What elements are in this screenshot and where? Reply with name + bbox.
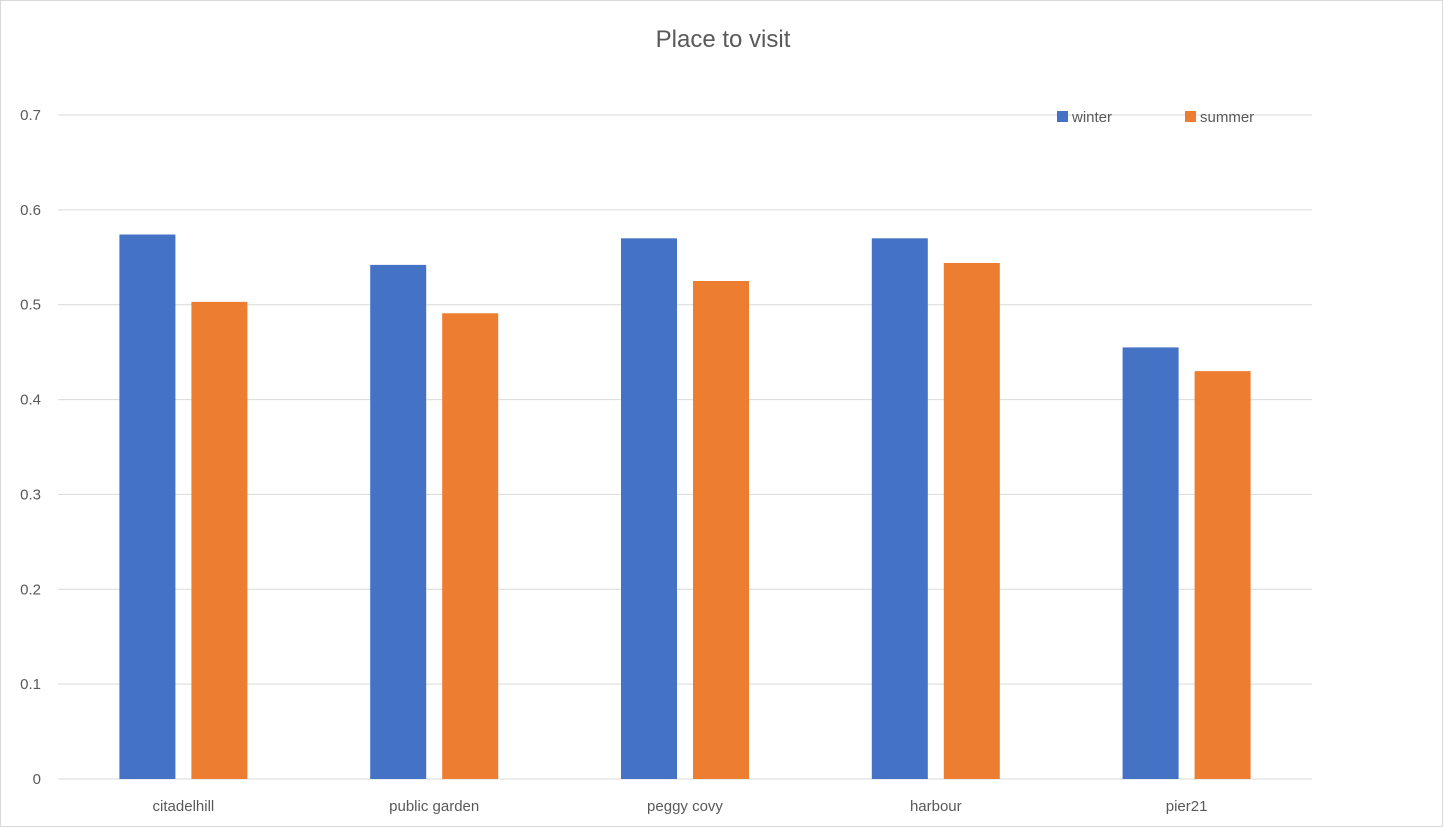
bar-summer-1 [442, 313, 499, 779]
bar-winter-4 [1122, 347, 1179, 779]
chart-title: Place to visit [656, 26, 791, 53]
x-axis-tick-labels: citadelhill public garden peggy covy harbou… [153, 798, 1208, 815]
x-tick-label: citadelhill [153, 798, 215, 815]
bar-summer-4 [1194, 371, 1251, 779]
y-axis-tick-labels: 0 0.1 0.2 0.3 0.4 0.5 0.6 0.7 [20, 107, 41, 788]
bar-winter-0 [119, 234, 176, 779]
gridlines [58, 114, 1312, 780]
bar-summer-3 [943, 262, 1000, 779]
y-tick-label: 0.3 [20, 486, 41, 503]
legend-label-winter: winter [1071, 109, 1112, 126]
y-tick-label: 0.6 [20, 202, 41, 219]
x-tick-label: peggy covy [647, 798, 723, 815]
y-tick-label: 0 [33, 771, 41, 788]
bar-winter-3 [871, 238, 928, 780]
bar-summer-2 [693, 281, 749, 779]
y-tick-label: 0.7 [20, 107, 41, 124]
legend-swatch-winter [1057, 111, 1068, 122]
bar-winter-1 [370, 264, 427, 780]
y-tick-label: 0.2 [20, 581, 41, 598]
y-tick-label: 0.5 [20, 297, 41, 314]
x-tick-label: pier21 [1166, 798, 1208, 815]
x-tick-label: public garden [389, 798, 479, 815]
bar-summer-0 [191, 301, 248, 779]
bar-winter-2 [621, 238, 677, 780]
bars [119, 234, 1251, 780]
legend-swatch-summer [1185, 111, 1196, 122]
y-tick-label: 0.1 [20, 676, 41, 693]
legend: winter summer [1057, 109, 1254, 126]
x-tick-label: harbour [910, 798, 962, 815]
y-tick-label: 0.4 [20, 392, 41, 409]
legend-label-summer: summer [1200, 109, 1254, 126]
